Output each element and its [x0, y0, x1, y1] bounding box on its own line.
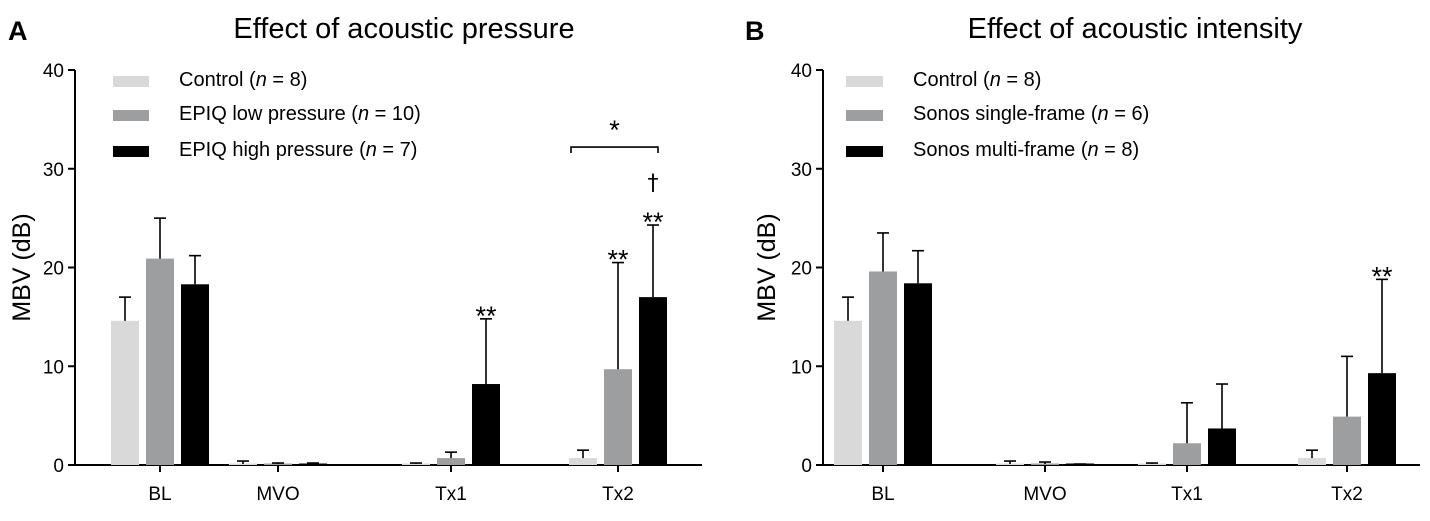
significance-annotation: **: [1371, 261, 1393, 291]
y-tick-label: 20: [791, 259, 812, 280]
bar: [639, 297, 667, 465]
dagger-annotation: †: [648, 171, 659, 196]
bar: [1031, 463, 1059, 465]
x-tick-label: BL: [871, 484, 894, 505]
y-tick-label: 40: [43, 61, 64, 82]
bar: [1368, 373, 1396, 465]
bar: [834, 320, 862, 465]
legend-swatch: [113, 146, 149, 157]
x-tick-label: MVO: [256, 484, 299, 505]
x-tick-label: BL: [148, 484, 171, 505]
legend-series-name: EPIQ high pressure: [179, 139, 354, 161]
y-tick-label: 0: [801, 456, 812, 477]
legend-sample-size: 6: [1131, 103, 1142, 125]
bar: [111, 320, 139, 465]
bar: [146, 258, 174, 465]
legend-swatch: [846, 146, 883, 157]
legend-entry: EPIQ high pressure (n = 7): [179, 139, 417, 161]
legend-swatch: [846, 76, 883, 87]
significance-bracket: [570, 146, 659, 154]
bar: [437, 458, 465, 465]
legend-sample-size: 8: [1121, 139, 1132, 161]
y-tick-label: 30: [791, 160, 812, 181]
legend-series-name: Sonos single-frame: [913, 103, 1085, 125]
bar: [1298, 458, 1326, 465]
legend-series-name: Sonos multi-frame: [913, 139, 1075, 161]
significance-annotation: **: [642, 207, 664, 237]
legend-entry: Sonos single-frame (n = 6): [913, 103, 1149, 125]
y-tick-label: 40: [791, 61, 812, 82]
legend-series-name: EPIQ low pressure: [179, 103, 346, 125]
y-tick-label: 0: [53, 456, 64, 477]
x-tick-label: Tx2: [602, 484, 634, 505]
y-axis-label: MBV (dB): [8, 213, 36, 321]
legend-entry: EPIQ low pressure (n = 10): [179, 103, 421, 125]
y-tick-label: 10: [43, 357, 64, 378]
bar: [569, 458, 597, 465]
y-tick-label: 30: [43, 160, 64, 181]
x-tick-label: Tx1: [435, 484, 467, 505]
legend-swatch: [113, 110, 149, 121]
bar: [604, 369, 632, 465]
bar: [181, 284, 209, 465]
bar: [869, 271, 897, 465]
y-axis-label: MBV (dB): [753, 213, 781, 321]
legend-sample-size: 10: [392, 103, 414, 125]
legend-entry: Sonos multi-frame (n = 8): [913, 139, 1139, 161]
chart-title: Effect of acoustic pressure: [233, 13, 574, 45]
legend-series-name: Control: [179, 69, 243, 91]
bar: [1208, 428, 1236, 465]
panel-label: A: [8, 16, 28, 46]
x-tick-label: Tx1: [1171, 484, 1203, 505]
legend-swatch: [113, 76, 149, 87]
y-tick-label: 20: [43, 259, 64, 280]
bar: [402, 463, 430, 465]
bar: [229, 463, 257, 465]
legend-entry: Control (n = 8): [179, 69, 307, 91]
bar: [1173, 443, 1201, 465]
bar: [904, 283, 932, 465]
legend-series-name: Control: [913, 69, 977, 91]
significance-annotation: **: [607, 245, 629, 275]
x-tick-label: Tx2: [1331, 484, 1363, 505]
significance-annotation: **: [475, 301, 497, 331]
bar: [264, 463, 292, 465]
panel-label: B: [745, 16, 765, 46]
bar: [1333, 416, 1361, 465]
bracket-annotation: *: [609, 115, 620, 145]
bar: [472, 384, 500, 465]
bar: [996, 463, 1024, 465]
y-tick-label: 10: [791, 357, 812, 378]
chart-title: Effect of acoustic intensity: [968, 13, 1303, 45]
legend-entry: Control (n = 8): [913, 69, 1041, 91]
bar: [1138, 463, 1166, 465]
x-tick-label: MVO: [1023, 484, 1066, 505]
legend-sample-size: 8: [1024, 69, 1035, 91]
legend-sample-size: 8: [290, 69, 301, 91]
legend-swatch: [846, 110, 883, 121]
legend-sample-size: 7: [400, 139, 411, 161]
bar: [299, 463, 327, 465]
